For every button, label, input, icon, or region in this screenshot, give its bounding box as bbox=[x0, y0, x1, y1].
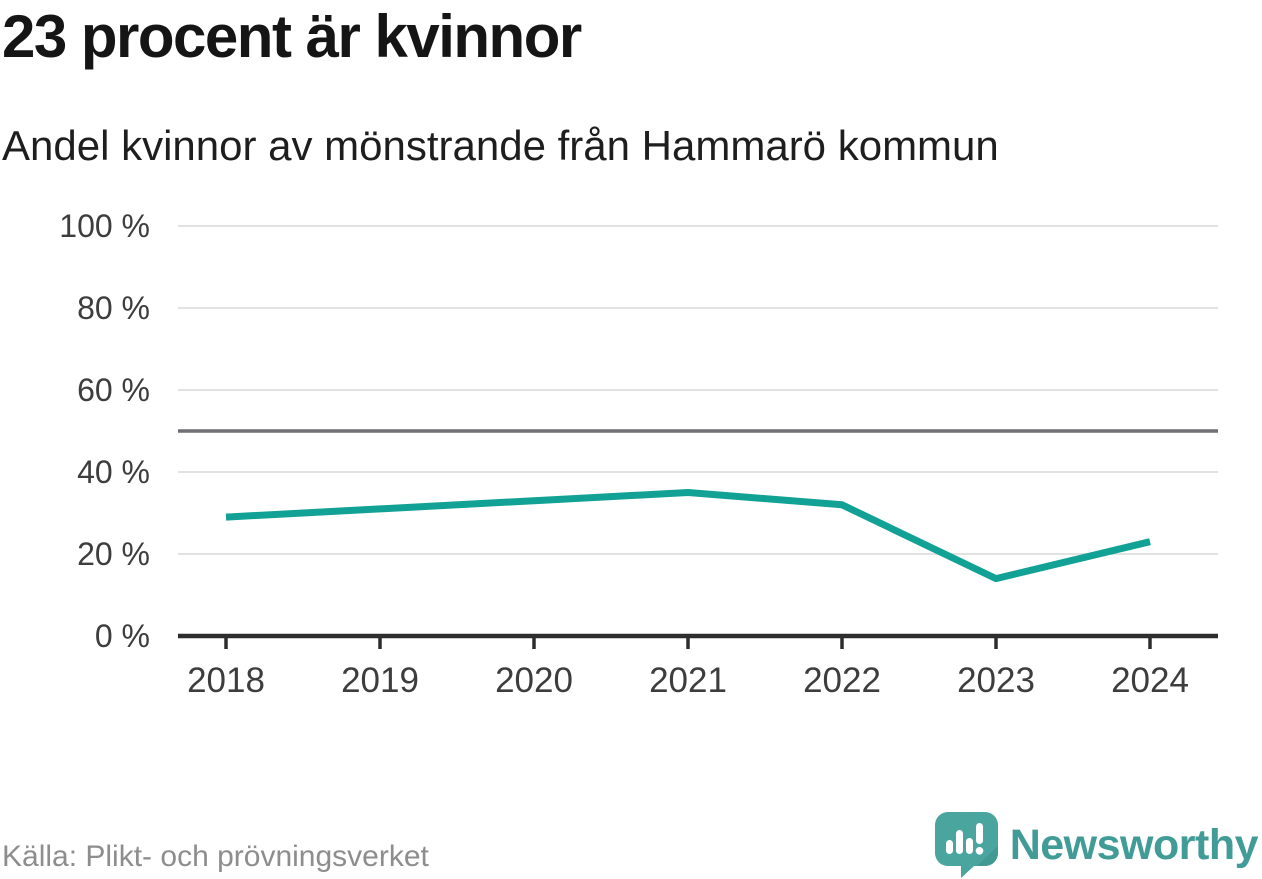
x-tick-label: 2022 bbox=[803, 661, 881, 700]
y-tick-label: 60 % bbox=[77, 372, 150, 408]
y-tick-label: 100 % bbox=[59, 208, 150, 244]
x-tick-label: 2021 bbox=[649, 661, 727, 700]
x-tick-label: 2018 bbox=[187, 661, 265, 700]
y-tick-label: 20 % bbox=[77, 536, 150, 572]
x-tick-label: 2023 bbox=[957, 661, 1035, 700]
page-title: 23 procent är kvinnor bbox=[2, 3, 582, 70]
source-note: Källa: Plikt- och prövningsverket bbox=[2, 840, 429, 873]
brand-lockup: Newsworthy bbox=[934, 812, 1259, 878]
y-tick-label: 80 % bbox=[77, 290, 150, 326]
brand-wordmark: Newsworthy bbox=[1009, 820, 1259, 869]
line-chart: 0 % 20 % 40 % 60 % 80 % 100 % 2018 2019 2020 2021… bbox=[59, 208, 1218, 700]
page-subtitle: Andel kvinnor av mönstrande från Hammarö… bbox=[2, 122, 999, 169]
logo-bars-exclamation bbox=[945, 823, 984, 855]
x-tick-label: 2024 bbox=[1111, 661, 1189, 700]
x-tick-label: 2020 bbox=[495, 661, 573, 700]
y-tick-label: 40 % bbox=[77, 454, 150, 490]
y-tick-label: 0 % bbox=[95, 618, 150, 654]
logo-bubble-shade bbox=[976, 846, 998, 866]
newsworthy-logo-icon bbox=[934, 812, 998, 878]
series-line bbox=[225, 489, 1151, 583]
x-tick-label: 2019 bbox=[341, 661, 419, 700]
